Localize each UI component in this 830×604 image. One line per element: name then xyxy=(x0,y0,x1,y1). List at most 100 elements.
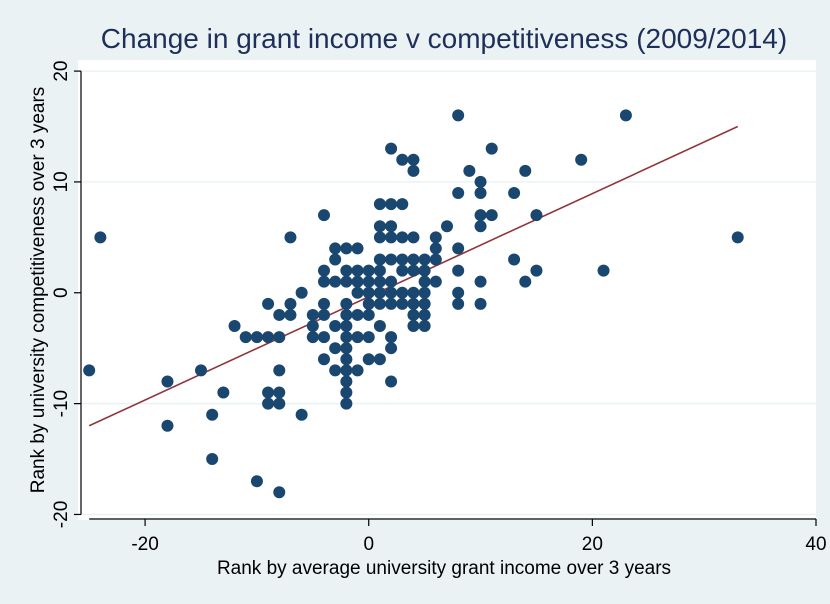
y-axis: 20 10 0 -10 -20 xyxy=(51,61,82,528)
data-point xyxy=(262,397,275,410)
data-point xyxy=(385,198,398,211)
data-point xyxy=(385,253,398,266)
data-point xyxy=(508,253,521,266)
data-point xyxy=(94,231,107,244)
data-point xyxy=(452,242,465,255)
data-point xyxy=(373,286,386,299)
x-tick-label: 40 xyxy=(805,534,826,555)
y-tick-label: -20 xyxy=(51,501,72,528)
data-point xyxy=(452,187,465,200)
data-point xyxy=(373,220,386,233)
data-point xyxy=(485,142,498,155)
data-point xyxy=(318,209,330,222)
data-point xyxy=(340,242,353,255)
gridlines xyxy=(78,70,816,516)
data-point xyxy=(418,320,431,333)
data-point xyxy=(407,264,420,277)
data-point xyxy=(407,164,420,177)
data-point xyxy=(373,198,386,211)
data-point xyxy=(362,275,375,288)
x-tick-label: -20 xyxy=(131,534,158,555)
data-point xyxy=(474,275,487,288)
data-point xyxy=(161,375,174,388)
data-point xyxy=(340,397,353,410)
data-point xyxy=(575,153,588,166)
data-point xyxy=(373,264,386,277)
data-point xyxy=(295,408,308,421)
data-point xyxy=(418,286,431,299)
data-point xyxy=(396,153,409,166)
data-point xyxy=(385,231,398,244)
data-point xyxy=(396,231,409,244)
data-point xyxy=(362,297,375,310)
data-point xyxy=(306,320,319,333)
data-point xyxy=(329,242,342,255)
data-point xyxy=(385,331,398,344)
data-point xyxy=(429,242,442,255)
data-point xyxy=(373,275,386,288)
data-point xyxy=(485,209,498,222)
data-point xyxy=(273,308,286,321)
data-point xyxy=(429,231,442,244)
data-point xyxy=(306,308,319,321)
data-point xyxy=(340,353,353,366)
data-point xyxy=(385,297,398,310)
data-point xyxy=(351,308,364,321)
data-point xyxy=(318,331,330,344)
y-tick-label: 10 xyxy=(51,171,72,192)
data-point xyxy=(362,286,375,299)
data-point xyxy=(318,353,330,366)
plot-area xyxy=(78,60,816,520)
data-point xyxy=(351,275,364,288)
data-point xyxy=(373,231,386,244)
data-point xyxy=(407,320,420,333)
data-point xyxy=(418,297,431,310)
x-axis-title: Rank by average university grant income … xyxy=(217,558,671,579)
data-point xyxy=(452,264,465,277)
data-point xyxy=(228,320,241,333)
y-tick-label: -10 xyxy=(51,390,72,417)
data-point xyxy=(318,308,330,321)
data-point xyxy=(441,220,453,233)
data-point xyxy=(519,164,532,177)
data-point xyxy=(407,231,420,244)
data-point xyxy=(340,342,353,355)
data-point xyxy=(418,253,431,266)
data-point xyxy=(273,386,286,399)
data-point xyxy=(474,220,487,233)
data-point xyxy=(340,331,353,344)
data-point xyxy=(418,275,431,288)
data-point xyxy=(508,187,521,200)
data-point xyxy=(385,220,398,233)
data-point xyxy=(284,231,297,244)
data-point xyxy=(362,264,375,277)
data-point xyxy=(195,364,207,377)
data-point xyxy=(284,308,297,321)
data-point xyxy=(351,242,364,255)
data-point xyxy=(597,264,610,277)
data-point xyxy=(452,109,465,122)
data-point xyxy=(385,142,398,155)
data-point xyxy=(239,331,252,344)
scatter-points xyxy=(83,109,744,499)
data-point xyxy=(273,397,286,410)
data-point xyxy=(262,386,275,399)
data-point xyxy=(373,320,386,333)
data-point xyxy=(362,308,375,321)
data-point xyxy=(474,297,487,310)
data-point xyxy=(619,109,632,122)
data-point xyxy=(318,297,330,310)
data-point xyxy=(340,375,353,388)
data-point xyxy=(217,386,230,399)
data-point xyxy=(385,342,398,355)
data-point xyxy=(396,297,409,310)
data-point xyxy=(452,286,465,299)
data-point xyxy=(340,308,353,321)
data-point xyxy=(373,353,386,366)
data-point xyxy=(407,253,420,266)
data-point xyxy=(329,364,342,377)
data-point xyxy=(396,286,409,299)
data-point xyxy=(396,198,409,211)
data-point xyxy=(340,297,353,310)
